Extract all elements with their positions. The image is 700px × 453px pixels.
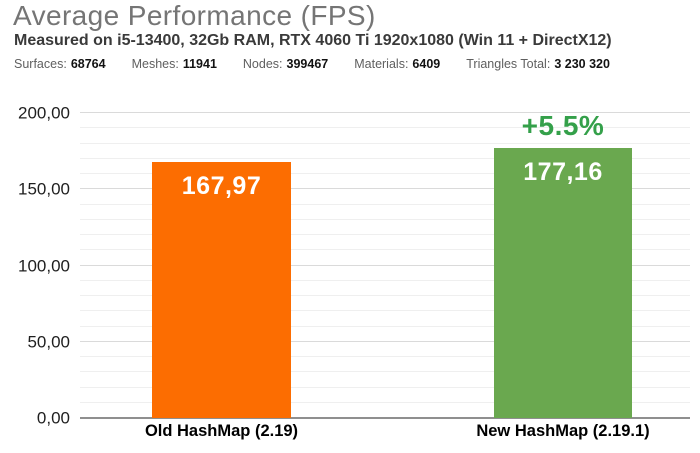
- y-axis-label: 200,00: [18, 103, 70, 123]
- stat-item: Surfaces: 68764: [14, 57, 106, 71]
- y-axis-label: 100,00: [18, 256, 70, 275]
- gridline-minor: [80, 386, 690, 388]
- y-axis-label: 150,00: [18, 179, 70, 199]
- gridline-minor: [80, 234, 690, 235]
- stat-value: 399467: [286, 57, 329, 71]
- gridline-minor: [80, 401, 690, 403]
- gridline-minor: [80, 203, 690, 205]
- gridline-minor: [80, 249, 690, 251]
- y-axis-label: 50,00: [27, 332, 70, 352]
- gridline-minor: [80, 356, 690, 357]
- stat-value: 3 230 320: [554, 57, 610, 71]
- bar-value-label: 177,16: [523, 157, 603, 186]
- gridline-minor: [80, 325, 690, 327]
- stat-value: 68764: [70, 57, 106, 71]
- chart-title: Average Performance (FPS): [13, 0, 376, 31]
- gridline-minor: [80, 157, 690, 159]
- gridline-minor: [80, 218, 690, 220]
- gridline-minor: [80, 310, 690, 312]
- stat-label: Materials:: [354, 57, 409, 71]
- x-axis-line: [80, 417, 690, 419]
- stat-value: 6409: [412, 57, 441, 71]
- stat-item: Triangles Total: 3 230 320: [466, 57, 610, 71]
- stat-label: Surfaces:: [14, 57, 67, 71]
- plot-area: 167,97 177,16 +5.5%: [80, 109, 690, 419]
- gridline-minor: [80, 173, 690, 174]
- stat-item: Materials: 6409: [354, 57, 440, 71]
- gridline-minor: [80, 279, 690, 281]
- y-axis: 0,00 50,00 100,00 150,00 200,00: [0, 105, 70, 427]
- stat-item: Nodes: 399467: [243, 57, 328, 71]
- x-axis-label: New HashMap (2.19.1): [476, 422, 650, 440]
- old-hashmap-2-19-bar: 167,97: [152, 161, 291, 418]
- gridline-major: [80, 264, 690, 266]
- stat-item: Meshes: 11941: [132, 57, 217, 71]
- gridline-major: [80, 188, 690, 190]
- gridline-minor: [80, 142, 690, 144]
- x-axis-label: Old HashMap (2.19): [144, 422, 299, 440]
- gridline-minor: [80, 127, 690, 129]
- new-hashmap-2-19-1-bar: 177,16: [494, 147, 632, 418]
- bar-value-label: 167,97: [181, 171, 262, 200]
- y-axis-label: 0,00: [36, 408, 70, 428]
- gridline-major: [80, 112, 690, 113]
- chart-subtitle: Measured on i5-13400, 32Gb RAM, RTX 4060…: [14, 32, 612, 49]
- stat-value: 11941: [182, 57, 217, 71]
- gridline-minor: [80, 371, 690, 373]
- stat-label: Nodes:: [242, 57, 283, 71]
- stat-label: Meshes:: [131, 57, 179, 71]
- stats-row: Surfaces: 68764 Meshes: 11941 Nodes: 399467 Ma…: [14, 57, 610, 71]
- percent-gain-label: +5.5%: [521, 109, 605, 141]
- gridline-minor: [80, 295, 690, 296]
- stat-label: Triangles Total:: [466, 57, 551, 71]
- gridline-major: [80, 340, 690, 342]
